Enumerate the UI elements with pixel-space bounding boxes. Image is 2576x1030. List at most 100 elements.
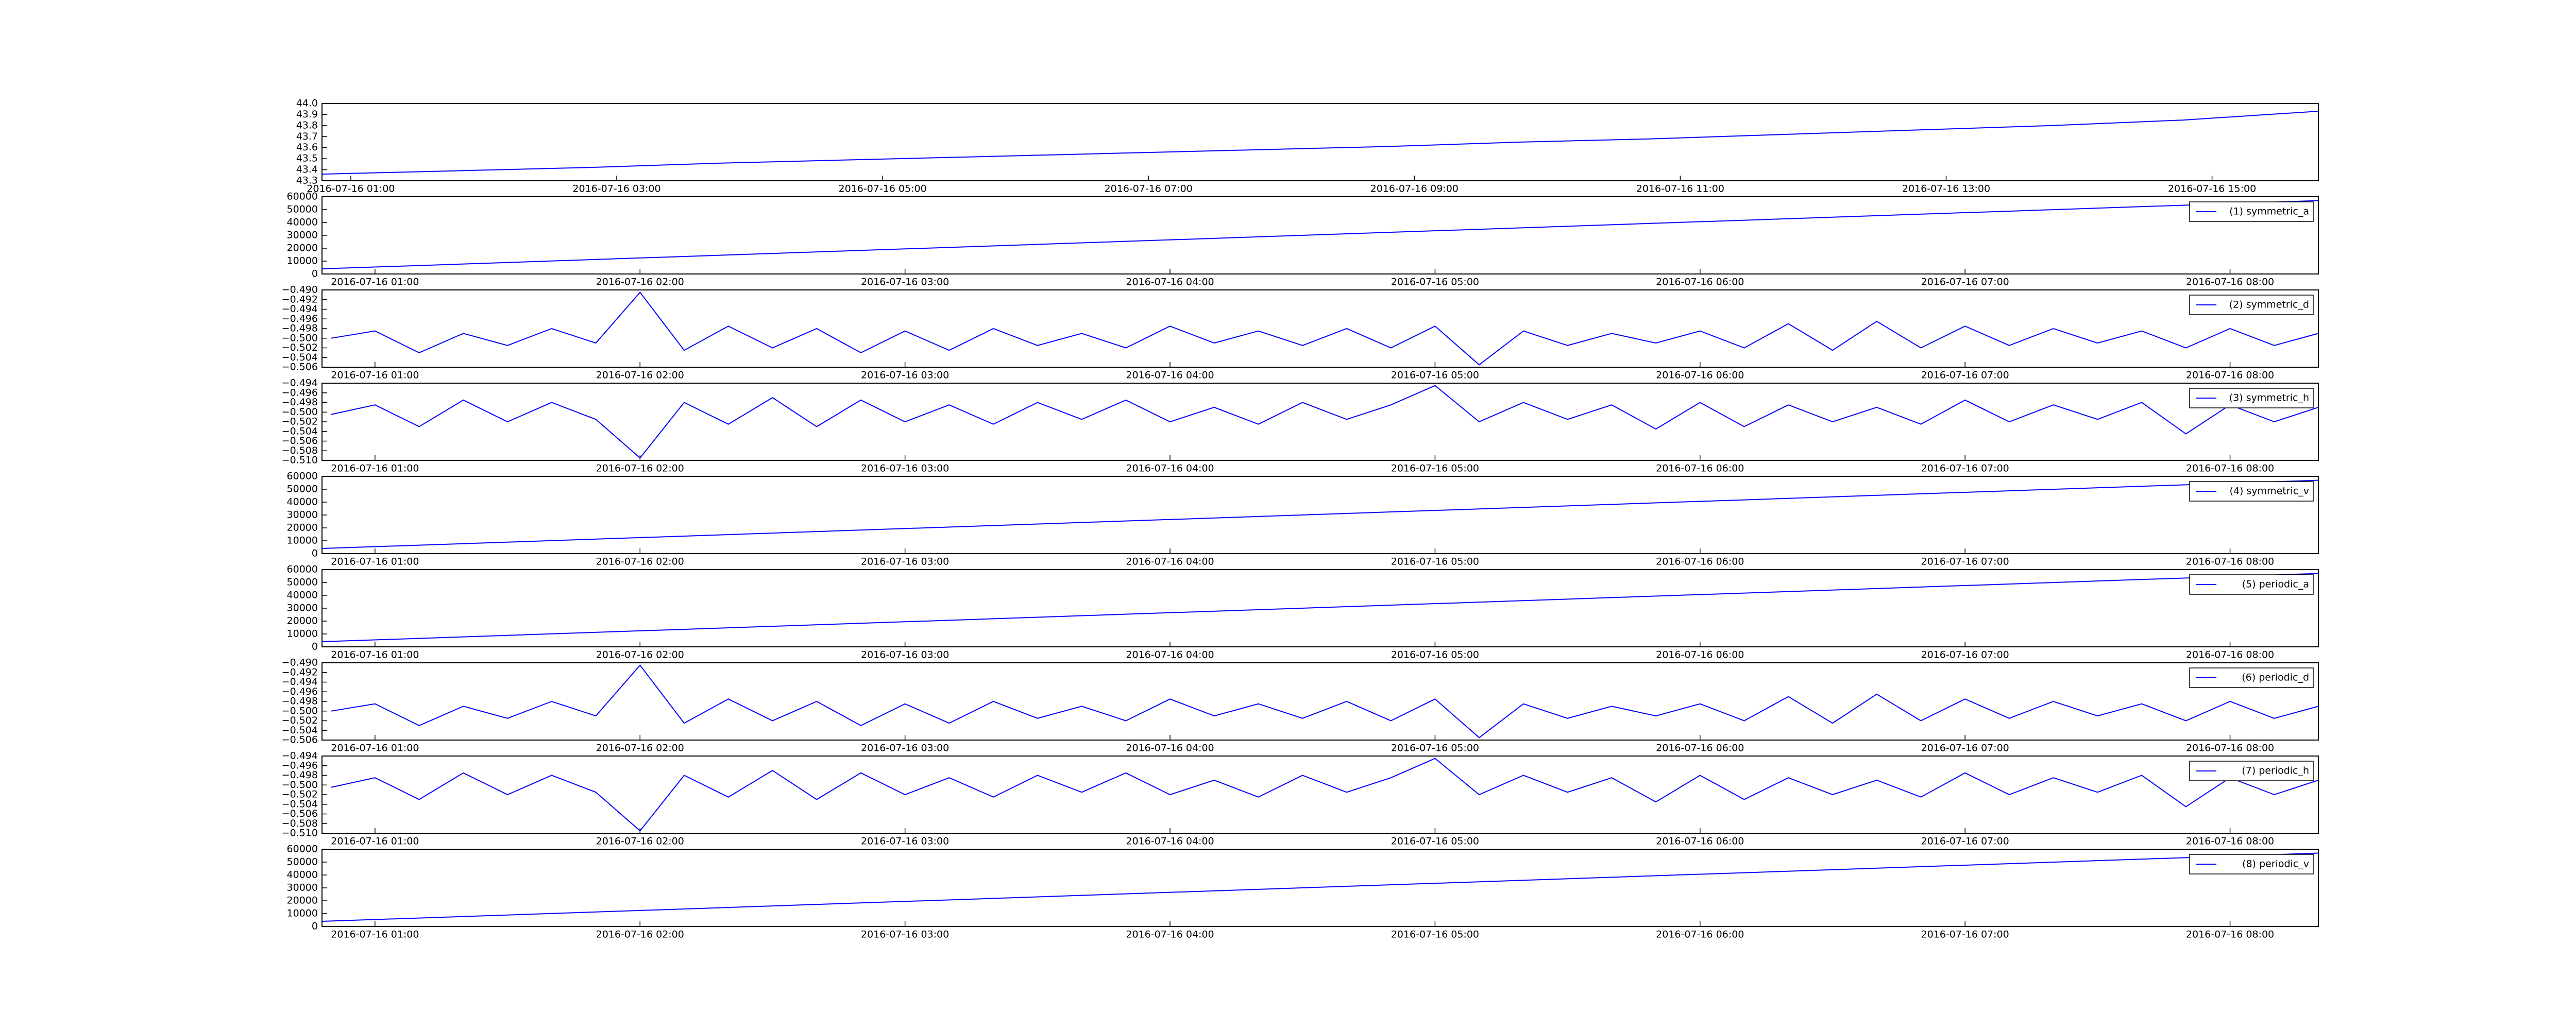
y-tick-label: 50000 bbox=[287, 856, 318, 868]
legend-label: (5) periodic_a bbox=[2242, 579, 2309, 590]
x-tick-label: 2016-07-16 05:00 bbox=[1391, 743, 1479, 754]
series-line bbox=[330, 291, 2319, 366]
y-tick-label: 0 bbox=[312, 641, 318, 653]
y-tick-label: −0.490 bbox=[282, 657, 318, 668]
y-tick-label: 43.4 bbox=[296, 164, 318, 175]
y-tick-label: 0 bbox=[312, 921, 318, 932]
y-tick-label: −0.508 bbox=[282, 445, 318, 456]
x-tick-label: 2016-07-16 07:00 bbox=[1921, 649, 2009, 661]
y-tick-label: 40000 bbox=[287, 590, 318, 601]
y-tick-label: 60000 bbox=[287, 564, 318, 575]
y-tick-label: −0.504 bbox=[282, 725, 318, 736]
legend-label: (1) symmetric_a bbox=[2229, 206, 2309, 217]
y-tick-label: −0.502 bbox=[282, 342, 318, 353]
y-tick-label: 30000 bbox=[287, 509, 318, 521]
y-tick-label: −0.498 bbox=[282, 323, 318, 334]
x-tick-label: 2016-07-16 01:00 bbox=[331, 370, 419, 381]
y-tick-label: −0.498 bbox=[282, 696, 318, 707]
x-tick-label: 2016-07-16 01:00 bbox=[331, 556, 419, 568]
y-tick-label: −0.494 bbox=[282, 303, 318, 315]
y-tick-label: 30000 bbox=[287, 882, 318, 894]
x-tick-label: 2016-07-16 01:00 bbox=[331, 929, 419, 940]
x-tick-label: 2016-07-16 01:00 bbox=[331, 743, 419, 754]
y-tick-label: 20000 bbox=[287, 895, 318, 906]
axes-frame bbox=[321, 662, 2319, 741]
x-tick-label: 2016-07-16 02:00 bbox=[596, 277, 684, 288]
x-tick-label: 2016-07-16 08:00 bbox=[2186, 929, 2274, 940]
axes-frame bbox=[321, 569, 2319, 647]
x-tick-label: 2016-07-16 03:00 bbox=[861, 277, 949, 288]
legend-label: (3) symmetric_h bbox=[2229, 392, 2309, 404]
y-tick-label: −0.500 bbox=[282, 332, 318, 344]
y-tick-label: 10000 bbox=[287, 535, 318, 546]
y-tick-label: 43.7 bbox=[296, 131, 318, 142]
y-tick-label: −0.504 bbox=[282, 798, 318, 810]
x-tick-label: 2016-07-16 08:00 bbox=[2186, 743, 2274, 754]
series-line bbox=[321, 479, 2319, 549]
x-tick-label: 2016-07-16 01:00 bbox=[331, 277, 419, 288]
x-tick-label: 2016-07-16 02:00 bbox=[596, 929, 684, 940]
y-tick-label: 50000 bbox=[287, 577, 318, 588]
y-tick-label: 10000 bbox=[287, 908, 318, 919]
y-tick-label: −0.500 bbox=[282, 705, 318, 716]
y-tick-label: −0.490 bbox=[282, 284, 318, 296]
x-tick-label: 2016-07-16 07:00 bbox=[1921, 277, 2009, 288]
y-tick-label: 60000 bbox=[287, 844, 318, 855]
x-tick-label: 2016-07-16 13:00 bbox=[1902, 183, 1990, 195]
x-tick-label: 2016-07-16 08:00 bbox=[2186, 463, 2274, 474]
x-tick-label: 2016-07-16 04:00 bbox=[1126, 649, 1214, 661]
legend-label: (6) periodic_d bbox=[2242, 672, 2309, 683]
y-tick-label: 20000 bbox=[287, 243, 318, 254]
y-tick-label: 60000 bbox=[287, 191, 318, 202]
x-tick-label: 2016-07-16 03:00 bbox=[861, 743, 949, 754]
y-tick-label: −0.496 bbox=[282, 387, 318, 398]
y-tick-label: −0.494 bbox=[282, 676, 318, 688]
x-tick-label: 2016-07-16 08:00 bbox=[2186, 277, 2274, 288]
y-tick-label: 40000 bbox=[287, 217, 318, 228]
y-tick-label: 43.8 bbox=[296, 119, 318, 131]
y-tick-label: −0.502 bbox=[282, 715, 318, 726]
series-line bbox=[330, 758, 2319, 832]
x-tick-label: 2016-07-16 05:00 bbox=[1391, 929, 1479, 940]
y-tick-label: 43.6 bbox=[296, 142, 318, 153]
x-tick-label: 2016-07-16 01:00 bbox=[331, 836, 419, 847]
y-tick-label: −0.498 bbox=[282, 397, 318, 408]
y-tick-label: 30000 bbox=[287, 603, 318, 614]
y-tick-label: 43.9 bbox=[296, 109, 318, 120]
series-line bbox=[321, 852, 2319, 922]
x-tick-label: 2016-07-16 03:00 bbox=[861, 649, 949, 661]
y-tick-label: −0.506 bbox=[282, 808, 318, 819]
x-tick-label: 2016-07-16 02:00 bbox=[596, 463, 684, 474]
y-tick-label: −0.506 bbox=[282, 435, 318, 447]
x-tick-label: 2016-07-16 02:00 bbox=[596, 743, 684, 754]
legend-label: (2) symmetric_d bbox=[2229, 299, 2309, 311]
y-tick-label: −0.504 bbox=[282, 352, 318, 363]
x-tick-label: 2016-07-16 02:00 bbox=[596, 649, 684, 661]
x-tick-label: 2016-07-16 03:00 bbox=[861, 556, 949, 568]
axes-frame bbox=[321, 476, 2319, 554]
y-tick-label: 10000 bbox=[287, 628, 318, 640]
y-tick-label: −0.494 bbox=[282, 377, 318, 389]
x-tick-label: 2016-07-16 07:00 bbox=[1921, 929, 2009, 940]
x-tick-label: 2016-07-16 04:00 bbox=[1126, 370, 1214, 381]
x-tick-label: 2016-07-16 05:00 bbox=[1391, 370, 1479, 381]
y-tick-label: −0.492 bbox=[282, 666, 318, 678]
x-tick-label: 2016-07-16 05:00 bbox=[1391, 649, 1479, 661]
x-tick-label: 2016-07-16 07:00 bbox=[1921, 463, 2009, 474]
x-tick-label: 2016-07-16 05:00 bbox=[1391, 463, 1479, 474]
legend-label: (7) periodic_h bbox=[2242, 765, 2309, 777]
x-tick-label: 2016-07-16 06:00 bbox=[1656, 463, 1744, 474]
series-line bbox=[321, 111, 2319, 175]
x-tick-label: 2016-07-16 03:00 bbox=[861, 463, 949, 474]
x-tick-label: 2016-07-16 06:00 bbox=[1656, 649, 1744, 661]
x-tick-label: 2016-07-16 09:00 bbox=[1370, 183, 1459, 195]
y-tick-label: −0.496 bbox=[282, 760, 318, 771]
x-tick-label: 2016-07-16 05:00 bbox=[838, 183, 926, 195]
y-tick-label: −0.496 bbox=[282, 686, 318, 697]
x-tick-label: 2016-07-16 02:00 bbox=[596, 556, 684, 568]
y-tick-label: 43.5 bbox=[296, 153, 318, 164]
y-tick-label: −0.500 bbox=[282, 779, 318, 791]
x-tick-label: 2016-07-16 04:00 bbox=[1126, 836, 1214, 847]
x-tick-label: 2016-07-16 07:00 bbox=[1921, 556, 2009, 568]
x-tick-label: 2016-07-16 03:00 bbox=[861, 370, 949, 381]
